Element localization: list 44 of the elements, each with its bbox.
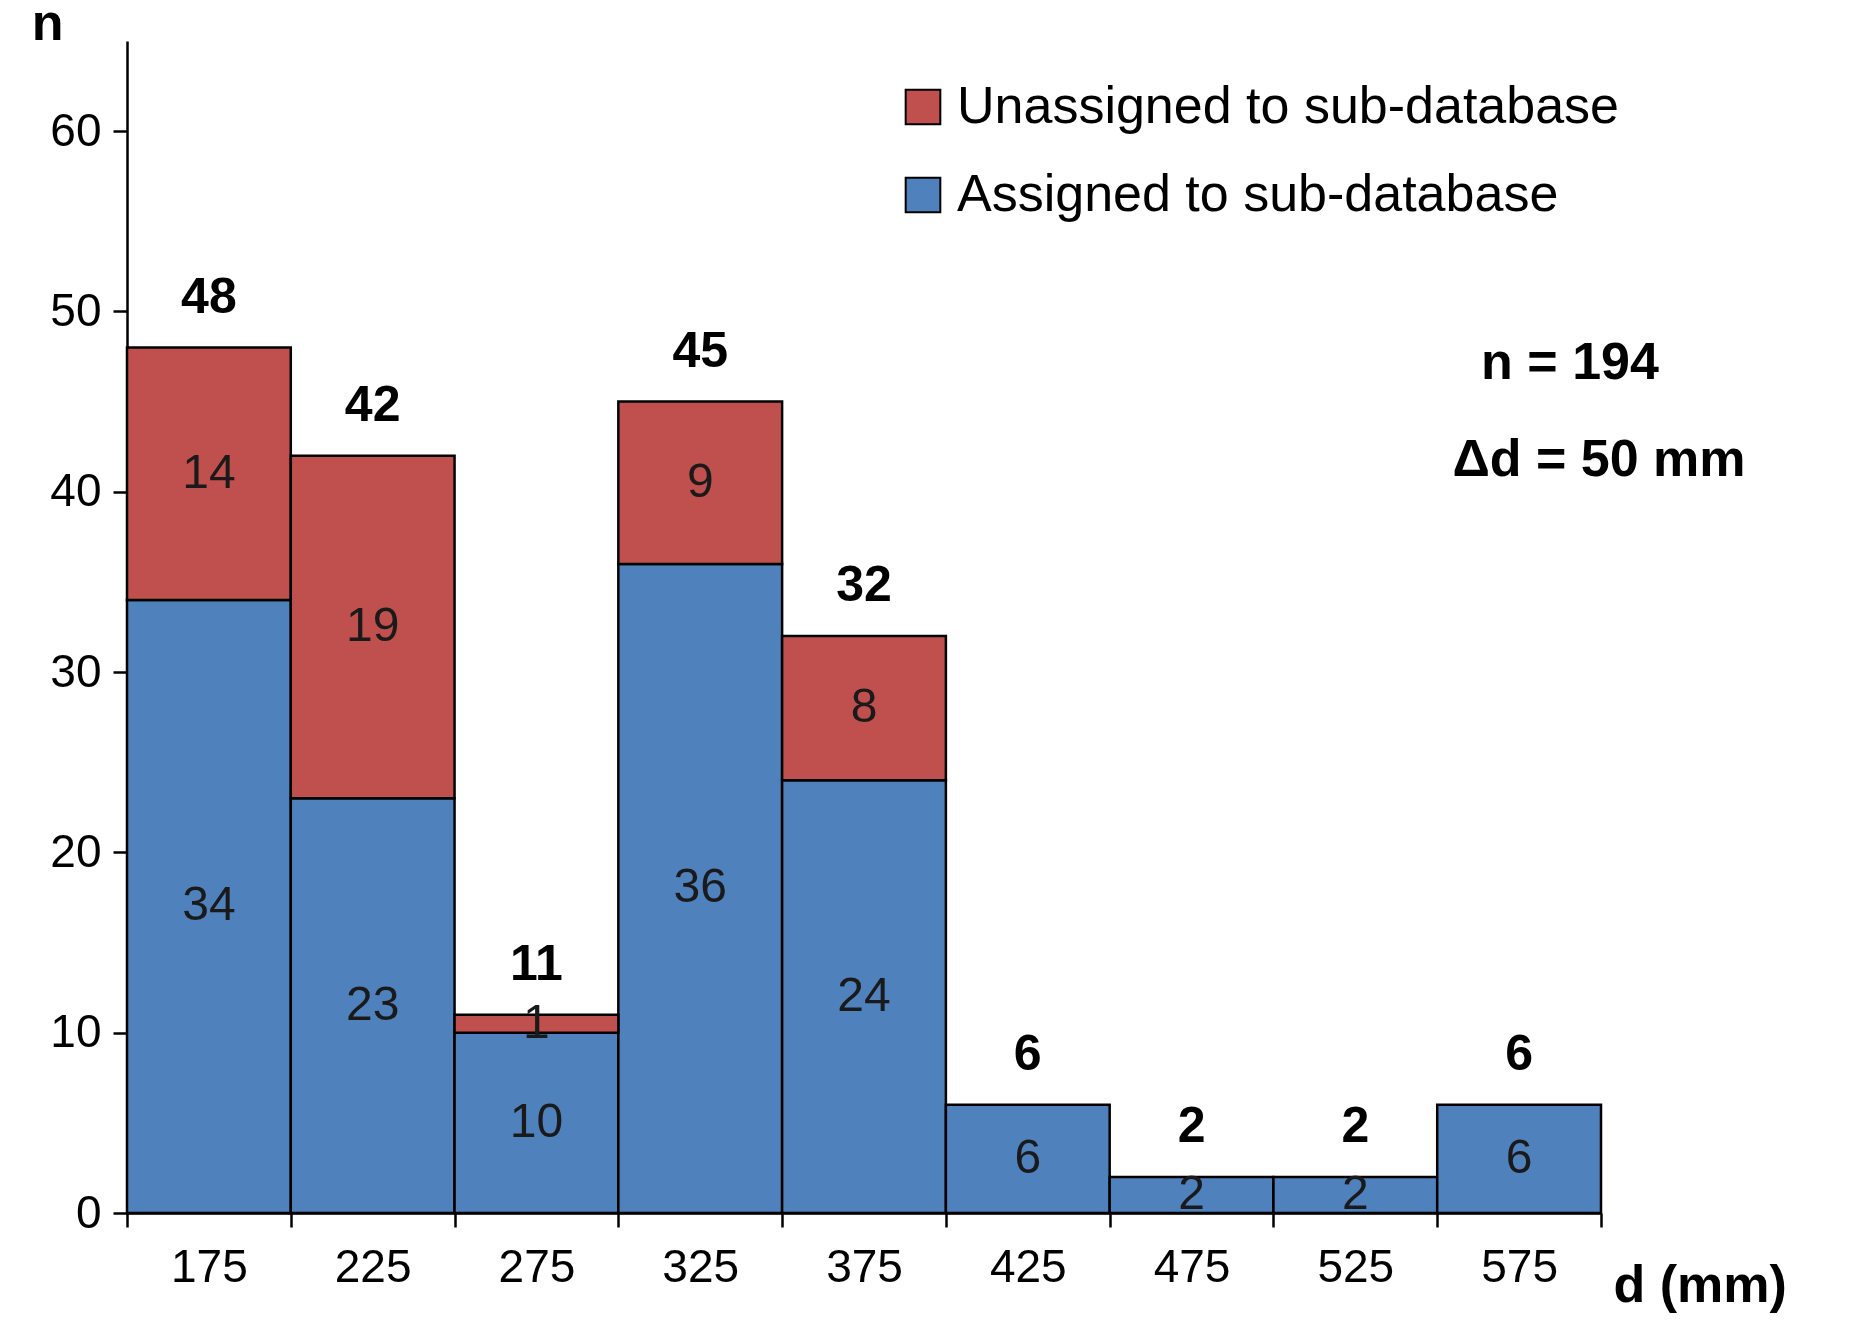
total-label: 42 bbox=[344, 375, 401, 432]
x-tick-label: 525 bbox=[1317, 1239, 1395, 1292]
total-label: 2 bbox=[1341, 1096, 1370, 1153]
total-label: 2 bbox=[1177, 1096, 1206, 1153]
data-label: 10 bbox=[509, 1093, 564, 1147]
total-label: 11 bbox=[510, 934, 563, 991]
y-tick-label: 10 bbox=[50, 1005, 102, 1058]
total-label: 45 bbox=[672, 321, 729, 378]
total-label: 6 bbox=[1013, 1024, 1042, 1081]
x-axis-title: d (mm) bbox=[1613, 1254, 1787, 1313]
x-tick-label: 325 bbox=[662, 1239, 740, 1292]
total-label: 48 bbox=[181, 267, 237, 324]
x-tick-label: 425 bbox=[989, 1239, 1067, 1292]
y-tick-label: 20 bbox=[50, 824, 102, 877]
x-tick-label: 375 bbox=[826, 1239, 903, 1292]
data-label: 14 bbox=[182, 444, 236, 498]
data-label: 6 bbox=[1505, 1129, 1533, 1183]
y-tick-label: 30 bbox=[50, 644, 102, 697]
legend-label: Assigned to sub-database bbox=[957, 164, 1559, 222]
data-label: 34 bbox=[182, 877, 236, 931]
legend-label: Unassigned to sub-database bbox=[957, 76, 1620, 134]
y-tick-label: 0 bbox=[75, 1185, 102, 1238]
data-label: 2 bbox=[1178, 1165, 1205, 1219]
data-label: 36 bbox=[673, 859, 727, 913]
total-label: 32 bbox=[836, 556, 892, 613]
annotation: Δd = 50 mm bbox=[1452, 429, 1746, 487]
x-tick-label: 175 bbox=[171, 1239, 248, 1292]
data-label: 6 bbox=[1014, 1129, 1042, 1183]
data-label: 23 bbox=[345, 976, 400, 1030]
x-tick-label: 275 bbox=[498, 1239, 576, 1292]
y-tick-label: 60 bbox=[50, 103, 102, 156]
data-label: 19 bbox=[345, 598, 400, 651]
total-label: 6 bbox=[1505, 1024, 1534, 1081]
annotation: n = 194 bbox=[1481, 332, 1659, 390]
x-tick-label: 475 bbox=[1153, 1239, 1231, 1292]
data-label: 8 bbox=[850, 679, 878, 733]
data-label: 9 bbox=[686, 453, 714, 507]
y-tick-label: 40 bbox=[50, 464, 102, 517]
data-label: 2 bbox=[1341, 1165, 1369, 1219]
y-axis-title: n bbox=[31, 0, 64, 51]
data-label: 24 bbox=[837, 967, 891, 1021]
y-tick-label: 50 bbox=[50, 283, 102, 336]
x-tick-label: 575 bbox=[1481, 1239, 1558, 1292]
x-tick-label: 225 bbox=[334, 1239, 412, 1292]
